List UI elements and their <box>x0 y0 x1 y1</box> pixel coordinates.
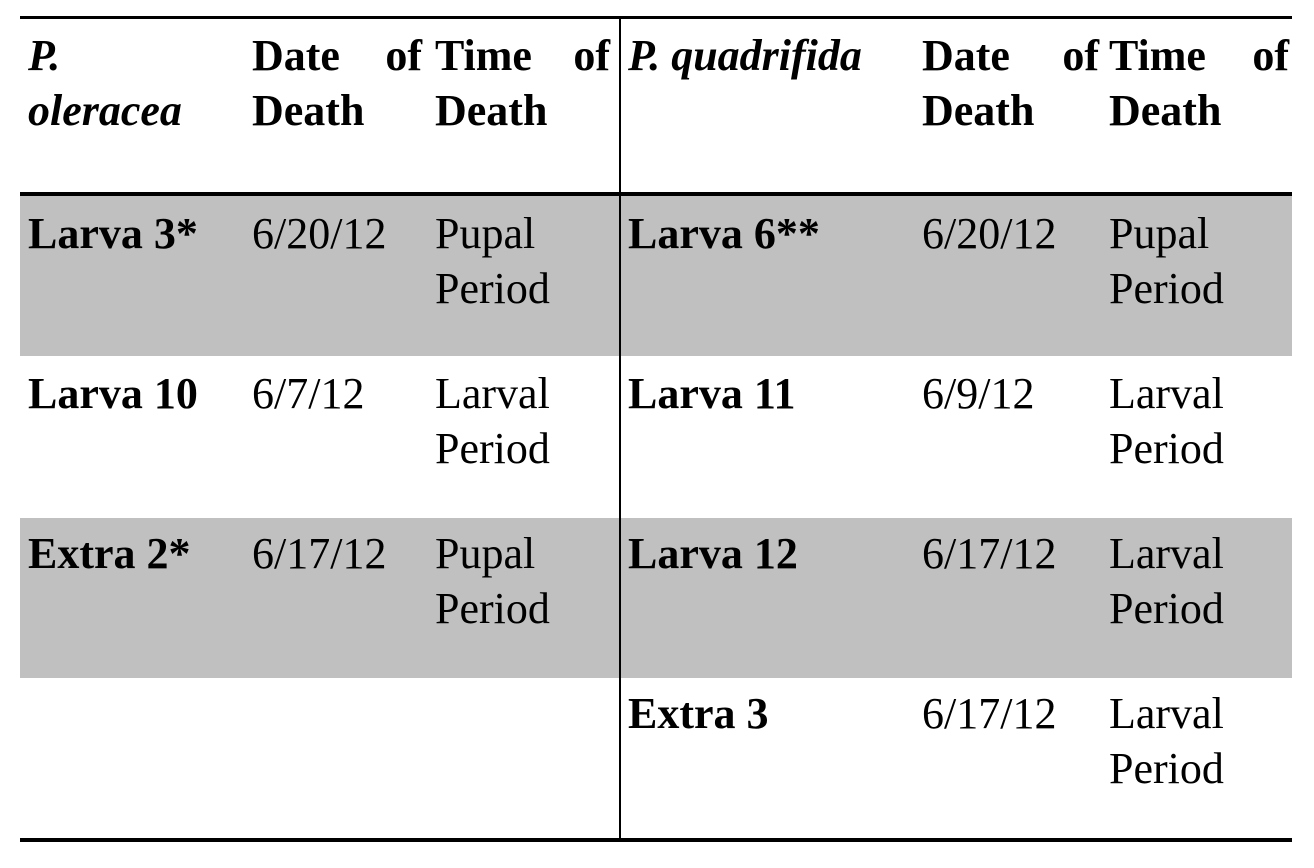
right-row-label: Larva 12 <box>628 529 798 578</box>
right-row-date: 6/17/12 <box>922 529 1057 578</box>
left-row-date: 6/20/12 <box>252 209 387 258</box>
bottom-rule <box>20 838 1292 842</box>
left-time-header: Time of Death <box>435 31 610 135</box>
left-row-time: Pupal Period <box>435 529 550 633</box>
left-row-label: Extra 2* <box>28 529 191 578</box>
left-date-header: Date of Death <box>252 31 422 135</box>
table-row <box>20 196 1292 356</box>
right-row-label: Larva 6** <box>628 209 820 258</box>
left-row-date: 6/7/12 <box>252 369 365 418</box>
right-date-header: Date of Death <box>922 31 1099 135</box>
right-row-date: 6/20/12 <box>922 209 1057 258</box>
left-row-date: 6/17/12 <box>252 529 387 578</box>
right-row-date: 6/9/12 <box>922 369 1035 418</box>
right-row-label: Extra 3 <box>628 689 769 738</box>
group-divider <box>619 16 621 842</box>
header-rule <box>20 192 1292 196</box>
right-row-time: Larval Period <box>1109 529 1224 633</box>
death-data-table: P. oleracea Date of Death Time of Death … <box>20 16 1292 842</box>
top-rule <box>20 16 1292 19</box>
right-species-header: P. quadrifida <box>628 31 862 80</box>
right-row-label: Larva 11 <box>628 369 796 418</box>
right-time-header: Time of Death <box>1109 31 1289 135</box>
left-row-label: Larva 10 <box>28 369 198 418</box>
table-row <box>20 518 1292 678</box>
left-row-time: Pupal Period <box>435 209 550 313</box>
right-row-time: Larval Period <box>1109 369 1224 473</box>
left-row-time: Larval Period <box>435 369 550 473</box>
right-row-time: Pupal Period <box>1109 209 1224 313</box>
left-row-label: Larva 3* <box>28 209 198 258</box>
right-row-time: Larval Period <box>1109 689 1224 793</box>
left-species-header: P. oleracea <box>28 31 182 135</box>
right-row-date: 6/17/12 <box>922 689 1057 738</box>
